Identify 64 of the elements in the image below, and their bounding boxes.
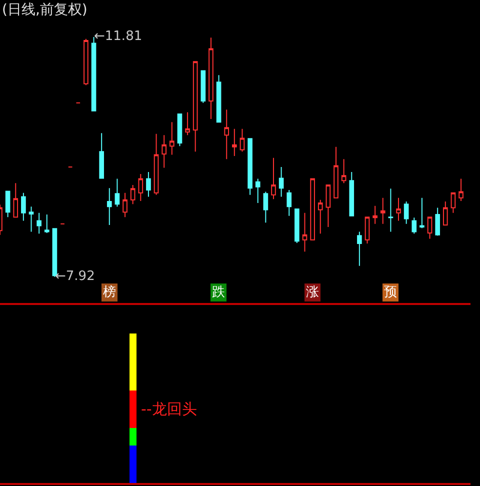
candlestick (396, 197, 401, 222)
candlestick (91, 36, 96, 112)
candlestick (21, 192, 26, 222)
chart-title: (日线,前复权) (2, 2, 88, 18)
candlestick (44, 214, 50, 234)
candlestick (334, 146, 338, 198)
candlestick (84, 38, 88, 86)
candlestick (52, 228, 58, 278)
candlestick (310, 178, 315, 240)
candlestick (146, 172, 151, 198)
candlestick (106, 188, 112, 226)
candlestick (412, 217, 417, 234)
candlestick (99, 132, 104, 179)
candlestick (318, 199, 323, 234)
candlestick (154, 133, 159, 196)
annotation: ←7.92 (55, 269, 95, 284)
candlestick (177, 113, 182, 147)
text: 预 (384, 285, 397, 300)
candlestick (404, 201, 409, 224)
candlestick (263, 191, 268, 224)
candlestick (427, 216, 432, 240)
candlestick (450, 192, 456, 214)
candlestick (364, 216, 370, 244)
annotation: ←11.81 (94, 29, 142, 44)
candlestick (326, 184, 331, 228)
candlestick (302, 212, 308, 252)
candlestick (388, 188, 394, 232)
text: 榜 (103, 285, 116, 300)
candlestick (224, 109, 230, 160)
candlestick (138, 173, 144, 202)
candlestick (13, 182, 18, 218)
candlestick (380, 197, 386, 224)
candlestick (232, 128, 237, 156)
candlestick (435, 207, 440, 236)
candlestick (169, 122, 174, 156)
candlestick (208, 37, 214, 120)
candlestick (420, 197, 424, 229)
candlestick (458, 178, 464, 202)
candlestick (442, 201, 448, 226)
annotation: --龙回头 (141, 400, 197, 418)
candlestick (240, 128, 245, 152)
candlestick (36, 212, 42, 234)
text: 跌 (212, 285, 225, 300)
candlestick (28, 206, 34, 232)
candlestick (286, 190, 292, 216)
candlestick (271, 157, 276, 200)
candlestick (349, 172, 354, 216)
candlestick (294, 208, 300, 244)
candlestick (357, 231, 362, 266)
candlestick (5, 190, 10, 218)
candlestick (255, 178, 260, 204)
text: 涨 (306, 285, 319, 300)
candlestick (372, 205, 378, 224)
candlestick (341, 158, 346, 184)
candlestick (278, 166, 284, 198)
candlestick (192, 61, 198, 152)
candlestick (248, 138, 252, 196)
candlestick (216, 74, 222, 123)
candlestick (130, 184, 136, 205)
candlestick (162, 134, 167, 168)
candlestick (114, 178, 120, 208)
candlestick (122, 192, 128, 218)
candlestick (185, 112, 190, 136)
candlestick (200, 70, 206, 104)
